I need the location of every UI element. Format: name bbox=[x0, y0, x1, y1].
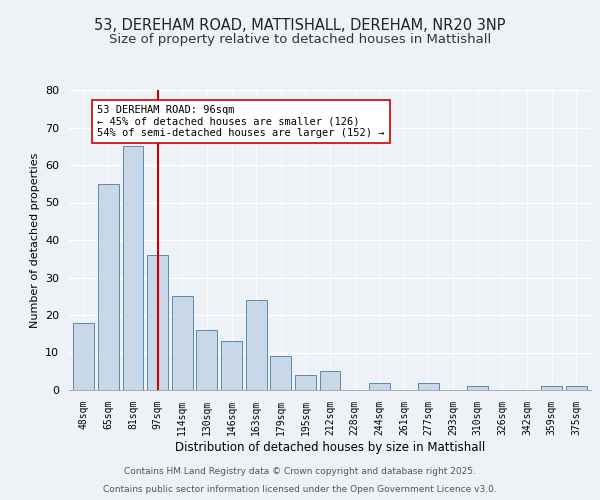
Text: Contains public sector information licensed under the Open Government Licence v3: Contains public sector information licen… bbox=[103, 485, 497, 494]
Text: 53 DEREHAM ROAD: 96sqm
← 45% of detached houses are smaller (126)
54% of semi-de: 53 DEREHAM ROAD: 96sqm ← 45% of detached… bbox=[97, 105, 385, 138]
Bar bbox=[320, 371, 340, 390]
Text: Size of property relative to detached houses in Mattishall: Size of property relative to detached ho… bbox=[109, 32, 491, 46]
X-axis label: Distribution of detached houses by size in Mattishall: Distribution of detached houses by size … bbox=[175, 440, 485, 454]
Bar bbox=[122, 146, 143, 390]
Bar bbox=[270, 356, 291, 390]
Bar bbox=[147, 255, 168, 390]
Bar bbox=[566, 386, 587, 390]
Text: Contains HM Land Registry data © Crown copyright and database right 2025.: Contains HM Land Registry data © Crown c… bbox=[124, 467, 476, 476]
Bar bbox=[245, 300, 266, 390]
Bar bbox=[541, 386, 562, 390]
Bar bbox=[98, 184, 119, 390]
Bar bbox=[295, 375, 316, 390]
Bar bbox=[467, 386, 488, 390]
Bar bbox=[369, 382, 390, 390]
Bar bbox=[172, 296, 193, 390]
Bar bbox=[221, 341, 242, 390]
Bar bbox=[73, 322, 94, 390]
Bar bbox=[196, 330, 217, 390]
Y-axis label: Number of detached properties: Number of detached properties bbox=[29, 152, 40, 328]
Text: 53, DEREHAM ROAD, MATTISHALL, DEREHAM, NR20 3NP: 53, DEREHAM ROAD, MATTISHALL, DEREHAM, N… bbox=[94, 18, 506, 32]
Bar bbox=[418, 382, 439, 390]
